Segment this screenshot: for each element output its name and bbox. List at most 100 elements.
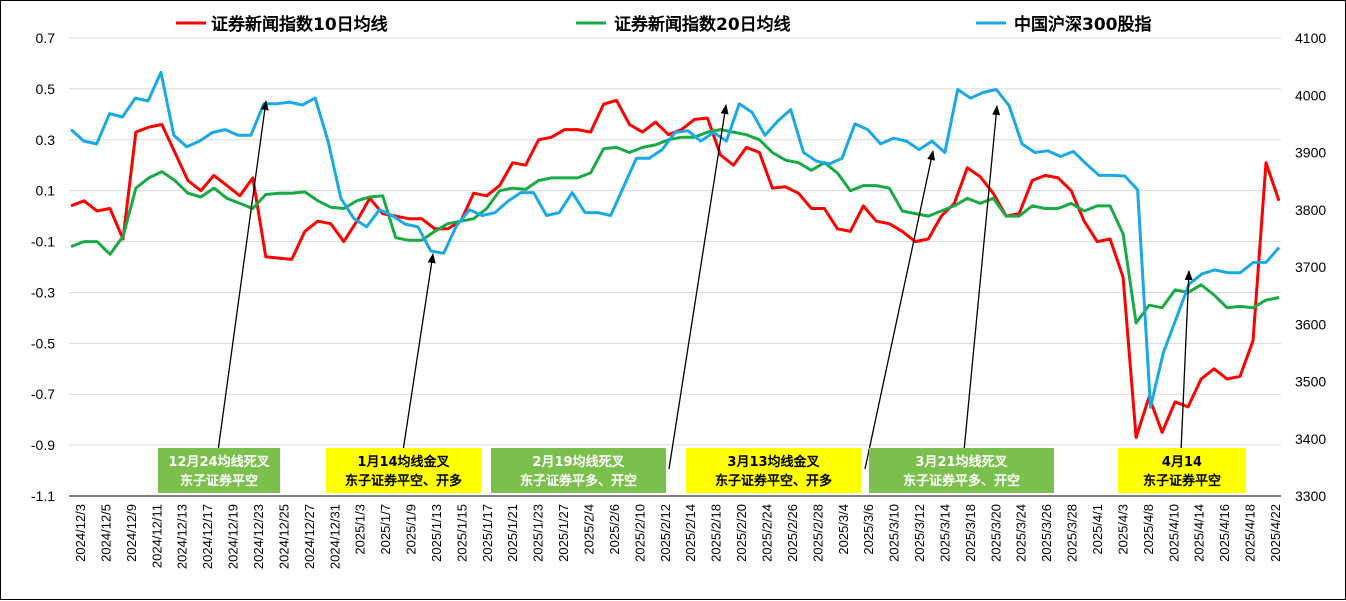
x-tick-label: 2025/1/15 <box>454 504 469 562</box>
annotation-title: 12月24均线死叉 <box>168 454 270 470</box>
x-tick-label: 2024/12/11 <box>149 504 164 568</box>
x-tick-label: 2025/4/14 <box>1192 504 1207 562</box>
annotation-arrow <box>864 150 936 470</box>
y-left-tick-label: 0.7 <box>36 30 56 46</box>
x-tick-label: 2025/1/27 <box>556 504 571 562</box>
x-tick-label: 2025/1/17 <box>480 504 495 562</box>
y-left-tick-label: -0.9 <box>31 437 55 453</box>
annotation-title: 1月14均线金叉 <box>357 454 450 470</box>
annotation-box-bg <box>869 448 1054 493</box>
x-tick-label: 2025/3/4 <box>836 504 851 555</box>
x-tick-label: 2025/3/18 <box>963 504 978 562</box>
y-right-tick-label: 3800 <box>1295 202 1326 218</box>
legend-label: 证券新闻指数10日均线 <box>211 14 388 35</box>
x-tick-label: 2025/1/23 <box>531 504 546 562</box>
x-tick-label: 2025/1/21 <box>505 504 520 562</box>
ma20-line <box>70 128 1280 325</box>
y-left-tick-label: -0.5 <box>31 335 55 351</box>
annotation-title: 2月19均线死叉 <box>532 454 625 470</box>
x-tick-label: 2024/12/27 <box>302 504 317 569</box>
annotation-action: 东子证券平空 <box>1143 473 1221 489</box>
x-tick-label: 2025/1/3 <box>353 504 368 555</box>
x-tick-label: 2024/12/31 <box>327 504 342 569</box>
x-tick-label: 2025/3/12 <box>912 504 927 562</box>
annotation-box-bg <box>1118 448 1246 493</box>
annotation-box: 4月14 东子证券平空 <box>1118 448 1246 493</box>
x-tick-label: 2025/2/26 <box>785 504 800 562</box>
x-tick-label: 2025/2/10 <box>632 504 647 562</box>
annotation-boxes: 12月24均线死叉东子证券平空1月14均线金叉东子证券平空、开多2月19均线死叉… <box>158 448 1246 493</box>
x-tick-label: 2025/2/6 <box>607 504 622 555</box>
y-right-tick-label: 4000 <box>1295 87 1326 103</box>
x-tick-label: 2025/2/12 <box>658 504 673 562</box>
y-left-tick-label: -0.1 <box>31 234 55 250</box>
annotation-box-bg <box>491 448 666 493</box>
x-tick-label: 2025/2/14 <box>683 504 698 562</box>
x-tick-label: 2025/2/18 <box>709 504 724 562</box>
ma10-line <box>70 98 1281 439</box>
y-right-tick-label: 3600 <box>1295 316 1326 332</box>
y-right-tick-label: 3500 <box>1295 374 1326 390</box>
x-tick-label: 2024/12/17 <box>200 504 215 569</box>
x-tick-label: 2024/12/19 <box>226 504 241 569</box>
legend-label: 证券新闻指数20日均线 <box>614 14 791 35</box>
y-right-tick-label: 4100 <box>1295 30 1326 46</box>
x-tick-label: 2025/4/8 <box>1141 504 1156 555</box>
y-left-tick-label: 0.5 <box>36 81 56 97</box>
y-left-tick-label: -1.1 <box>31 488 55 504</box>
x-tick-label: 2024/12/25 <box>276 504 291 569</box>
x-tick-label: 2025/3/14 <box>937 504 952 562</box>
y-left-tick-label: 0.1 <box>36 183 56 199</box>
x-tick-label: 2024/12/5 <box>98 504 113 562</box>
x-tick-label: 2025/3/24 <box>1014 504 1029 562</box>
series-lines <box>70 70 1281 439</box>
x-tick-label: 2025/4/16 <box>1217 504 1232 562</box>
annotation-arrow <box>963 105 1001 452</box>
right-y-axis: 4100 4000 3900 3800 3700 3600 3500 3400 3300 <box>1295 30 1326 504</box>
annotation-box-bg <box>158 448 280 493</box>
legend-label: 中国沪深300股指 <box>1014 14 1152 35</box>
x-tick-label: 2025/4/18 <box>1243 504 1258 562</box>
y-right-tick-label: 3400 <box>1295 431 1326 447</box>
y-left-tick-label: -0.3 <box>31 284 55 300</box>
y-left-tick-label: -0.7 <box>31 386 55 402</box>
annotation-arrow <box>1180 270 1193 452</box>
annotation-arrows <box>217 100 1193 470</box>
x-tick-label: 2024/12/13 <box>175 504 190 569</box>
x-tick-label: 2025/2/4 <box>582 504 597 555</box>
annotation-title: 3月13均线金叉 <box>727 454 820 470</box>
annotation-arrow <box>402 253 436 452</box>
y-right-tick-label: 3700 <box>1295 259 1326 275</box>
x-tick-label: 2025/3/26 <box>1039 504 1054 562</box>
legend: 证券新闻指数10日均线 证券新闻指数20日均线 中国沪深300股指 <box>176 14 1152 35</box>
x-tick-label: 2025/2/20 <box>734 504 749 562</box>
left-y-axis: 0.7 0.5 0.3 0.1 -0.1 -0.3 -0.5 -0.7 -0.9 -1.1 <box>31 30 55 504</box>
y-right-tick-label: 3300 <box>1295 488 1326 504</box>
x-tick-label: 2025/2/24 <box>759 504 774 562</box>
annotation-action: 东子证券平空 <box>180 473 258 489</box>
x-tick-label: 2025/3/28 <box>1065 504 1080 562</box>
y-right-tick-label: 3900 <box>1295 145 1326 161</box>
x-tick-label: 2025/1/9 <box>404 504 419 555</box>
x-tick-label: 2025/3/10 <box>887 504 902 562</box>
annotation-action: 东子证券平空、开多 <box>715 473 832 489</box>
annotation-title: 3月21均线死叉 <box>915 454 1008 470</box>
annotation-title: 4月14 <box>1162 455 1202 470</box>
annotation-box-bg <box>686 448 861 493</box>
x-tick-label: 2025/4/10 <box>1166 504 1181 562</box>
annotation-arrow <box>217 100 269 452</box>
annotation-box-bg <box>326 448 481 493</box>
annotation-action: 东子证券平多、开空 <box>903 473 1020 489</box>
annotation-arrow <box>668 104 729 470</box>
x-tick-label: 2025/3/6 <box>861 504 876 555</box>
x-tick-label: 2025/4/22 <box>1268 504 1283 562</box>
x-tick-label: 2025/4/1 <box>1090 504 1105 555</box>
x-axis: 2024/12/3 2024/12/5 2024/12/9 2024/12/11 202… <box>69 495 1283 569</box>
